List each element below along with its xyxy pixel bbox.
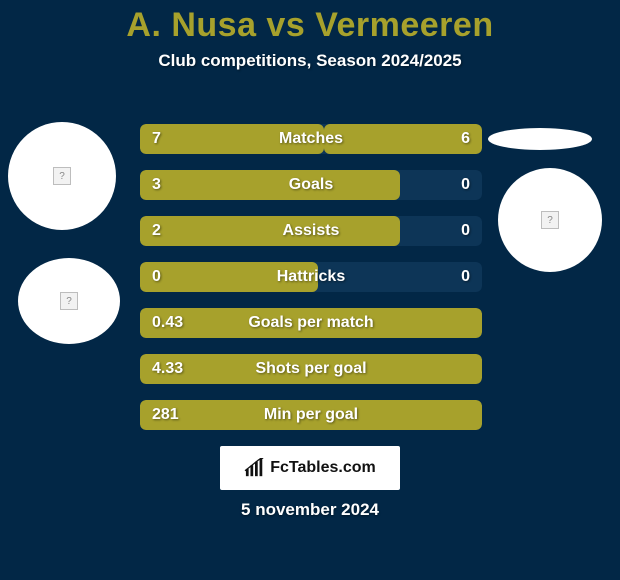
stat-left-value: 3 xyxy=(152,176,190,194)
stat-left-value: 4.33 xyxy=(152,360,190,378)
stat-left-value: 2 xyxy=(152,222,190,240)
stat-metric-label: Shots per goal xyxy=(190,360,432,378)
stat-left-value: 0 xyxy=(152,268,190,286)
stat-right-value: 0 xyxy=(432,268,470,286)
stat-metric-label: Goals per match xyxy=(190,314,432,332)
placeholder-icon: ? xyxy=(60,292,78,310)
stat-row: 0.43Goals per match xyxy=(140,308,482,338)
stat-right-value: 6 xyxy=(432,130,470,148)
logo-text: FcTables.com xyxy=(270,459,376,477)
chart-icon xyxy=(244,458,266,478)
stat-metric-label: Assists xyxy=(190,222,432,240)
content-wrap: A. Nusa vs Vermeeren Club competitions, … xyxy=(0,0,620,580)
stat-metric-label: Hattricks xyxy=(190,268,432,286)
stat-bars: 7Matches63Goals02Assists00Hattricks00.43… xyxy=(140,124,482,446)
stat-row: 7Matches6 xyxy=(140,124,482,154)
stat-metric-label: Matches xyxy=(190,130,432,148)
stat-row: 2Assists0 xyxy=(140,216,482,246)
fctables-logo: FcTables.com xyxy=(220,446,400,490)
stat-metric-label: Min per goal xyxy=(190,406,432,424)
placeholder-icon: ? xyxy=(53,167,71,185)
player-avatar-right-1: ? xyxy=(498,168,602,272)
decorative-oval xyxy=(488,128,592,150)
stat-row: 4.33Shots per goal xyxy=(140,354,482,384)
stat-row: 281Min per goal xyxy=(140,400,482,430)
placeholder-icon: ? xyxy=(541,211,559,229)
stat-metric-label: Goals xyxy=(190,176,432,194)
stat-right-value: 0 xyxy=(432,176,470,194)
player-avatar-left-2: ? xyxy=(18,258,120,344)
stat-left-value: 0.43 xyxy=(152,314,190,332)
player-avatar-left-1: ? xyxy=(8,122,116,230)
stat-left-value: 7 xyxy=(152,130,190,148)
subtitle: Club competitions, Season 2024/2025 xyxy=(0,51,620,71)
stat-row: 0Hattricks0 xyxy=(140,262,482,292)
stat-right-value: 0 xyxy=(432,222,470,240)
date-text: 5 november 2024 xyxy=(0,500,620,520)
stat-row: 3Goals0 xyxy=(140,170,482,200)
page-title: A. Nusa vs Vermeeren xyxy=(0,6,620,45)
stat-left-value: 281 xyxy=(152,406,190,424)
